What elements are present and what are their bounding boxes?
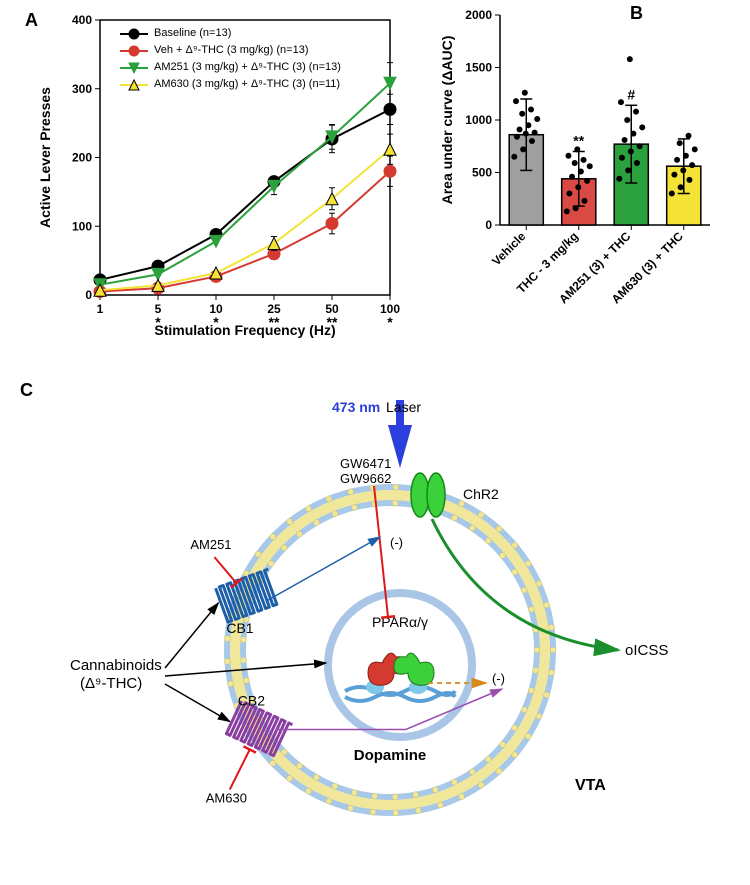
svg-text:AM251: AM251 xyxy=(190,537,231,552)
svg-text:GW6471: GW6471 xyxy=(340,456,391,471)
legend-row: AM630 (3 mg/kg) + Δ⁹-THC (3) (n=11) xyxy=(120,76,341,93)
svg-text:(Δ⁹-THC): (Δ⁹-THC) xyxy=(80,675,142,692)
legend-label: AM630 (3 mg/kg) + Δ⁹-THC (3) (n=11) xyxy=(154,76,340,93)
svg-text:300: 300 xyxy=(72,82,92,96)
svg-text:1000: 1000 xyxy=(465,113,492,127)
svg-text:Laser: Laser xyxy=(386,399,421,415)
svg-text:oICSS: oICSS xyxy=(625,642,668,659)
panel-c-diagram: PPARα/γ 473 nm Laser ChR2 CB1 CB2 Cannabinoids… xyxy=(60,390,690,870)
svg-text:Cannabinoids: Cannabinoids xyxy=(70,657,162,674)
panel-b-chart: 0 500 1000 1500 2000 Area under curve (ΔAUC) V… xyxy=(430,5,740,345)
panel-c: C PPARα/γ473 nmLaserChR2CB1CB2Cannabinoi… xyxy=(60,390,690,860)
svg-text:2000: 2000 xyxy=(465,8,492,22)
svg-text:500: 500 xyxy=(472,166,492,180)
svg-text:**: ** xyxy=(573,133,584,149)
svg-text:200: 200 xyxy=(72,151,92,165)
svg-text:*: * xyxy=(387,314,393,330)
svg-text:Active Lever Presses: Active Lever Presses xyxy=(37,87,53,228)
svg-text:Stimulation Frequency (Hz): Stimulation Frequency (Hz) xyxy=(154,322,335,338)
svg-text:#: # xyxy=(627,86,635,102)
svg-text:400: 400 xyxy=(72,15,92,27)
svg-text:1: 1 xyxy=(97,302,104,316)
panel-a: A 0100200300400Active Lever Presses15102… xyxy=(30,15,410,345)
legend-row: Baseline (n=13) xyxy=(120,25,341,42)
svg-text:AM630: AM630 xyxy=(206,791,247,806)
panel-a-legend: Baseline (n=13)Veh + Δ⁹-THC (3 mg/kg) (n… xyxy=(120,25,341,93)
svg-text:Vehicle: Vehicle xyxy=(489,229,528,268)
svg-text:(-): (-) xyxy=(390,535,403,550)
svg-text:*: * xyxy=(155,314,161,330)
svg-text:VTA: VTA xyxy=(575,777,606,794)
svg-text:1500: 1500 xyxy=(465,61,492,75)
svg-text:CB1: CB1 xyxy=(226,620,253,636)
svg-text:(-): (-) xyxy=(492,671,505,686)
svg-text:ChR2: ChR2 xyxy=(463,486,499,502)
svg-text:CB2: CB2 xyxy=(238,693,265,709)
svg-text:Area under curve (ΔAUC): Area under curve (ΔAUC) xyxy=(439,36,455,205)
svg-text:*: * xyxy=(213,314,219,330)
svg-text:100: 100 xyxy=(72,219,92,233)
panel-c-label: C xyxy=(20,380,33,401)
svg-text:0: 0 xyxy=(485,218,492,232)
svg-text:PPARα/γ: PPARα/γ xyxy=(372,614,428,630)
svg-text:**: ** xyxy=(327,314,338,330)
legend-label: Veh + Δ⁹-THC (3 mg/kg) (n=13) xyxy=(154,42,309,59)
svg-text:Dopamine: Dopamine xyxy=(354,747,427,764)
svg-text:473 nm: 473 nm xyxy=(332,399,380,415)
panel-b: B 0500100015002000Area under curve (ΔAUC… xyxy=(430,5,740,345)
svg-text:GW9662: GW9662 xyxy=(340,471,391,486)
legend-label: AM251 (3 mg/kg) + Δ⁹-THC (3) (n=13) xyxy=(154,59,341,76)
legend-row: AM251 (3 mg/kg) + Δ⁹-THC (3) (n=13) xyxy=(120,59,341,76)
svg-text:0: 0 xyxy=(85,288,92,302)
legend-row: Veh + Δ⁹-THC (3 mg/kg) (n=13) xyxy=(120,42,341,59)
svg-text:**: ** xyxy=(269,314,280,330)
legend-label: Baseline (n=13) xyxy=(154,25,231,42)
